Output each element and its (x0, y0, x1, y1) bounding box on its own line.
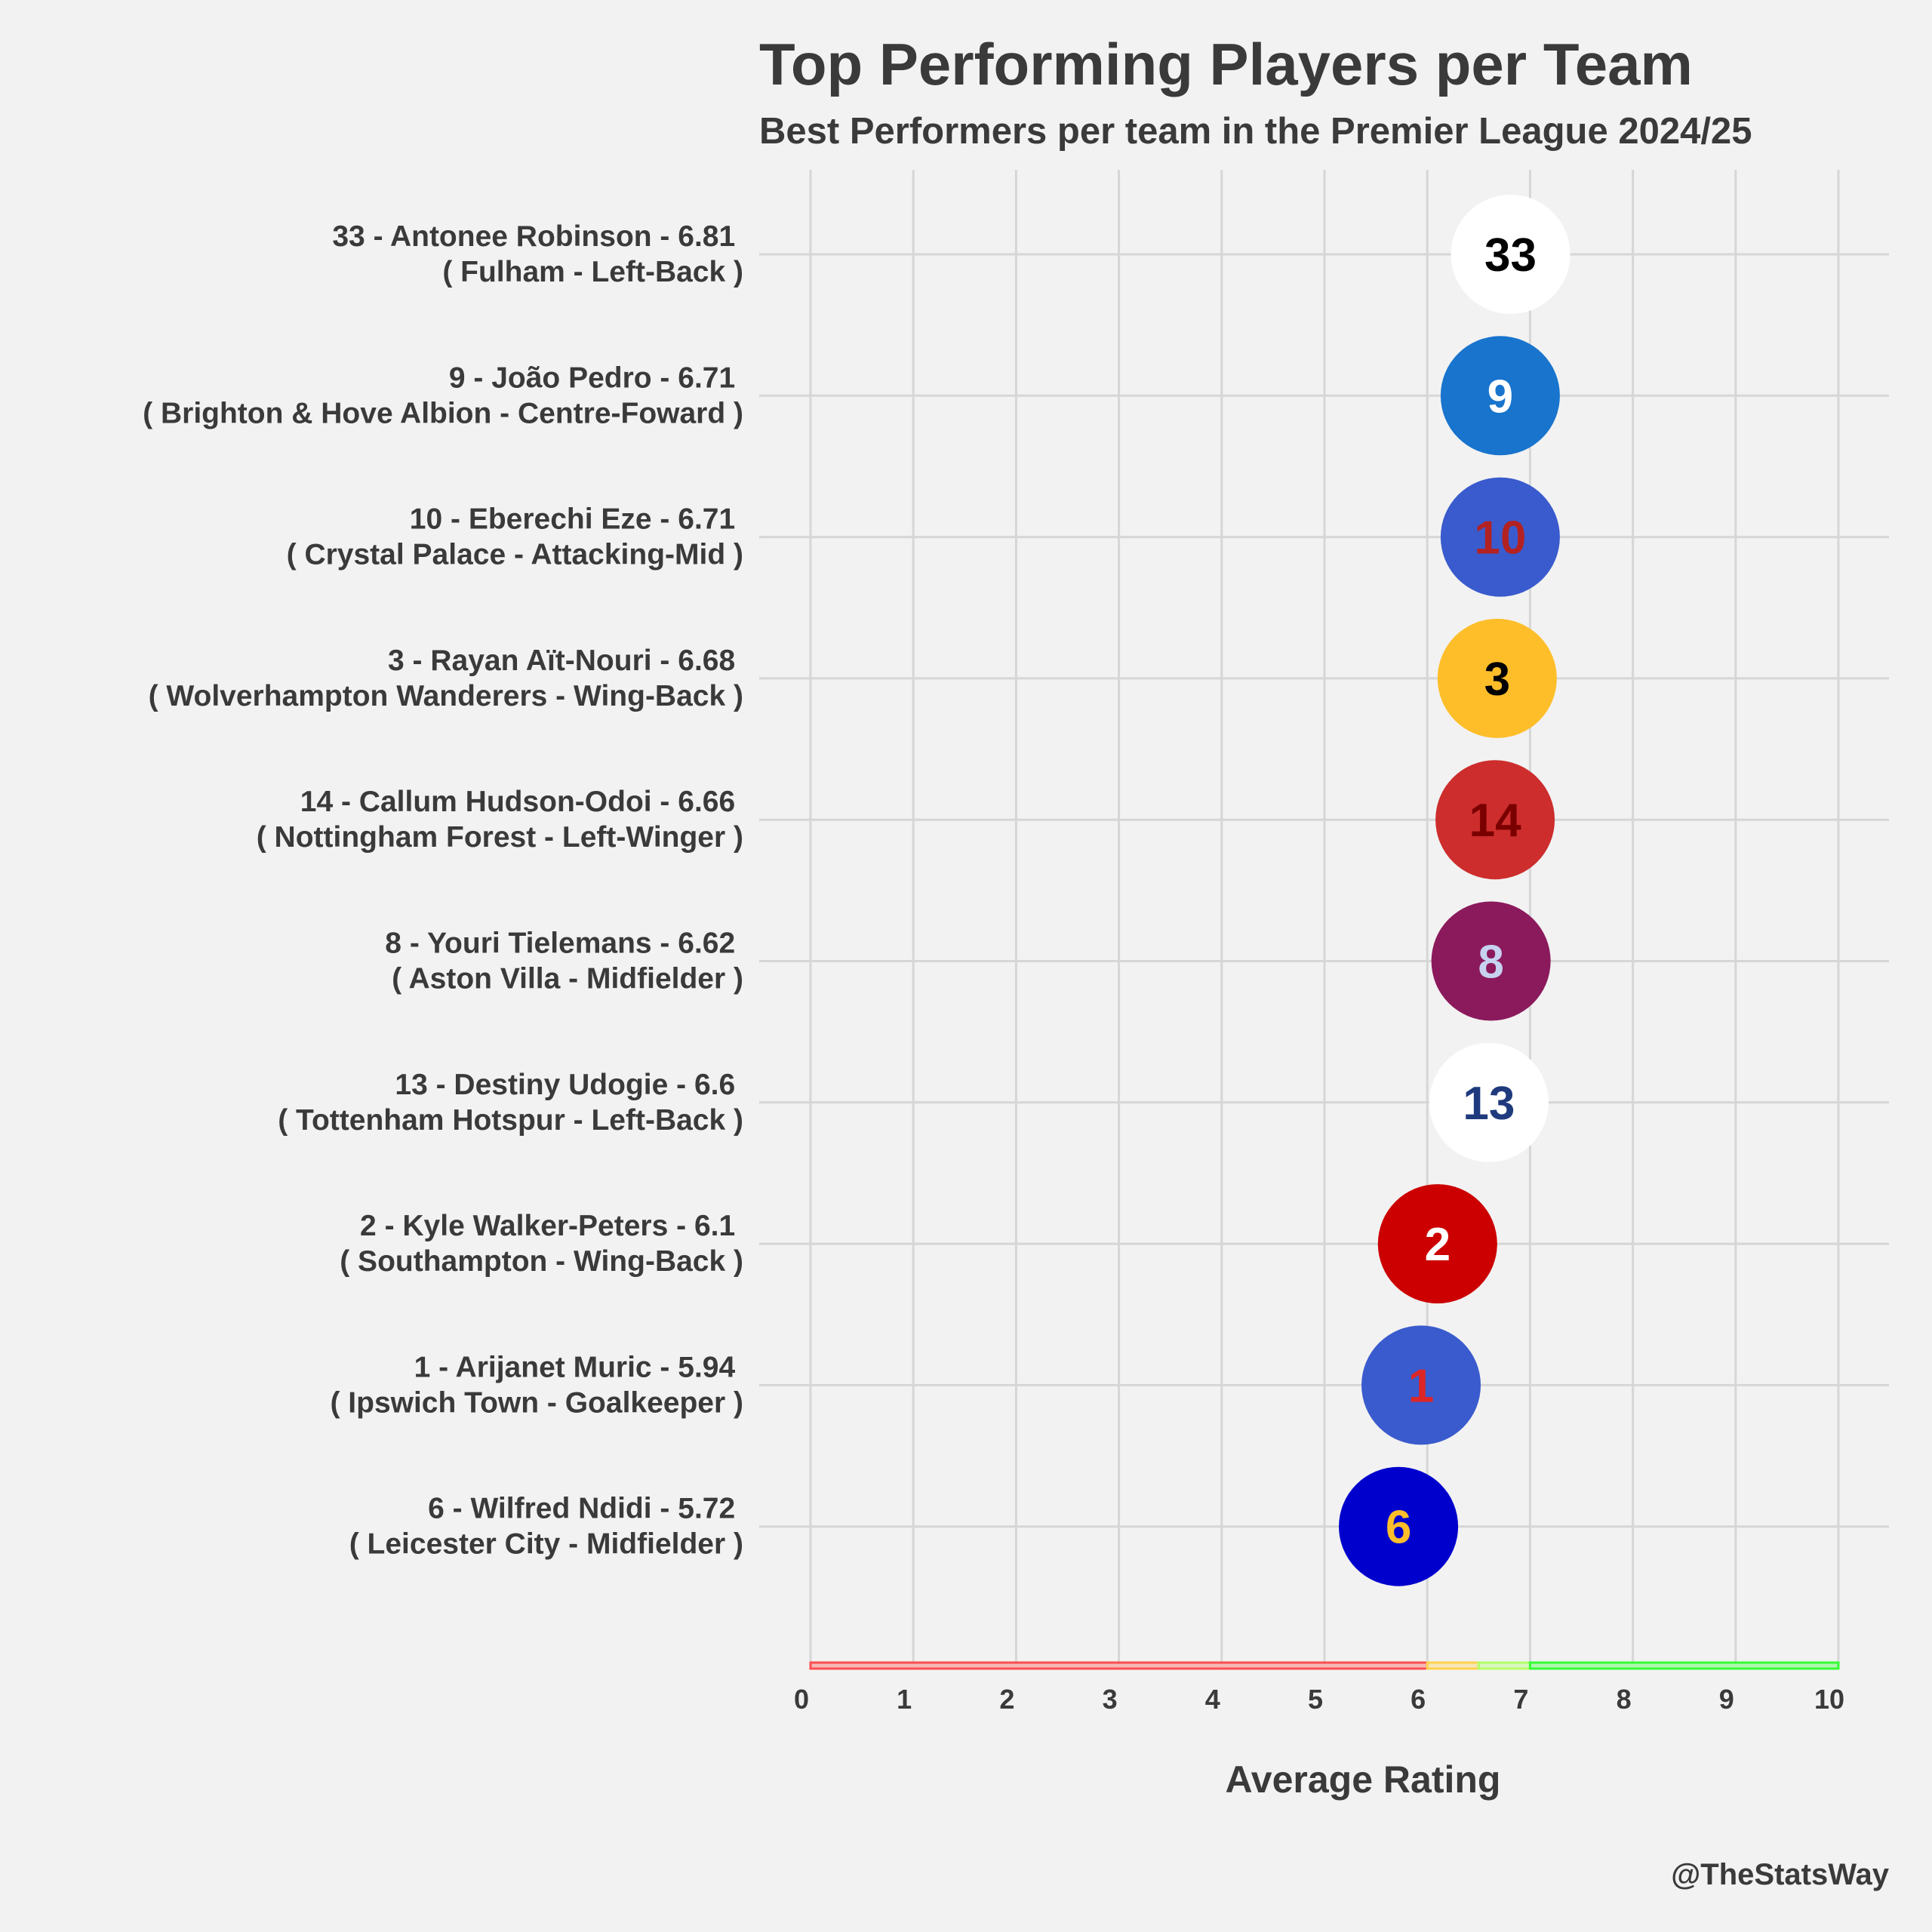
player-team-position: ( Fulham - Left-Back ) (442, 256, 743, 288)
rating-band-segment (1477, 1661, 1531, 1670)
player-team-position: ( Aston Villa - Midfielder ) (392, 963, 743, 995)
x-tick-label: 2 (999, 1684, 1014, 1715)
chart-subtitle: Best Performers per team in the Premier … (759, 111, 1752, 152)
player-number: 13 (1463, 1078, 1515, 1130)
player-number: 33 (1484, 229, 1537, 281)
x-tick-label: 7 (1513, 1684, 1528, 1715)
vertical-gridlines (809, 170, 1840, 1664)
player-team-position: ( Wolverhampton Wanderers - Wing-Back ) (149, 680, 743, 712)
player-bubble (1437, 618, 1557, 738)
player-team-position: ( Leicester City - Midfielder ) (349, 1528, 743, 1561)
player-number: 9 (1487, 371, 1513, 423)
x-tick-label: 8 (1617, 1684, 1632, 1715)
player-label: 9 - João Pedro - 6.71 (449, 361, 743, 394)
player-label: 2 - Kyle Walker-Peters - 6.1 (360, 1210, 743, 1242)
rating-band-segment (1426, 1661, 1480, 1670)
player-bubble (1429, 1042, 1549, 1162)
player-bubbles: 33 9 10 3 14 8 13 2 1 6 (1339, 195, 1571, 1586)
player-number: 3 (1484, 654, 1510, 706)
horizontal-gridlines (759, 253, 1889, 1528)
x-tick-label: 9 (1719, 1684, 1734, 1715)
player-label: 13 - Destiny Udogie - 6.6 (395, 1069, 743, 1101)
player-team-position: ( Nottingham Forest - Left-Winger ) (257, 821, 743, 854)
x-tick-label: 5 (1308, 1684, 1323, 1715)
player-number: 8 (1478, 937, 1503, 989)
player-bubble (1440, 477, 1560, 597)
player-bubble (1377, 1184, 1497, 1304)
x-tick-label: 3 (1103, 1684, 1118, 1715)
player-team-position: ( Southampton - Wing-Back ) (340, 1245, 743, 1278)
player-number: 10 (1474, 512, 1526, 565)
player-team-position: ( Ipswich Town - Goalkeeper ) (330, 1386, 743, 1419)
player-number: 2 (1425, 1219, 1451, 1271)
credit-handle: @TheStatsWay (1671, 1858, 1889, 1891)
y-axis-player-labels: 33 - Antonee Robinson - 6.81 ( Fulham - … (143, 220, 743, 1561)
rating-color-band (809, 1661, 1840, 1670)
rating-band-segment (1528, 1661, 1840, 1670)
player-number: 6 (1386, 1502, 1411, 1554)
player-bubble (1435, 760, 1555, 880)
rating-band-segment (809, 1661, 1429, 1670)
player-label: 3 - Rayan Aït-Nouri - 6.68 (388, 645, 743, 677)
player-label: 1 - Arijanet Muric - 5.94 (414, 1351, 743, 1383)
player-label: 10 - Eberechi Eze - 6.71 (410, 503, 743, 536)
x-axis-ticks: 0 1 2 3 4 5 6 7 8 9 10 (794, 1684, 1844, 1715)
player-label: 8 - Youri Tielemans - 6.62 (385, 928, 743, 960)
player-number: 1 (1408, 1360, 1434, 1412)
player-bubble (1361, 1325, 1481, 1445)
player-bubble (1451, 195, 1571, 314)
chart-title: Top Performing Players per Team (759, 31, 1693, 97)
player-label: 14 - Callum Hudson-Odoi - 6.66 (300, 786, 743, 818)
player-team-position: ( Tottenham Hotspur - Left-Back ) (278, 1104, 743, 1137)
player-bubble (1339, 1466, 1459, 1586)
x-tick-label: 6 (1411, 1684, 1426, 1715)
player-label: 33 - Antonee Robinson - 6.81 (332, 220, 743, 253)
x-axis-label: Average Rating (1226, 1758, 1501, 1801)
x-tick-label: 0 (794, 1684, 809, 1715)
player-label: 6 - Wilfred Ndidi - 5.72 (428, 1493, 743, 1525)
player-bubble (1440, 336, 1560, 456)
player-number: 14 (1469, 795, 1521, 847)
player-team-position: ( Brighton & Hove Albion - Centre-Foward… (143, 397, 743, 429)
player-bubble (1431, 901, 1551, 1021)
x-tick-label: 4 (1205, 1684, 1220, 1715)
x-tick-label: 1 (897, 1684, 912, 1715)
x-tick-label: 10 (1814, 1684, 1844, 1715)
player-team-position: ( Crystal Palace - Attacking-Mid ) (287, 539, 743, 571)
